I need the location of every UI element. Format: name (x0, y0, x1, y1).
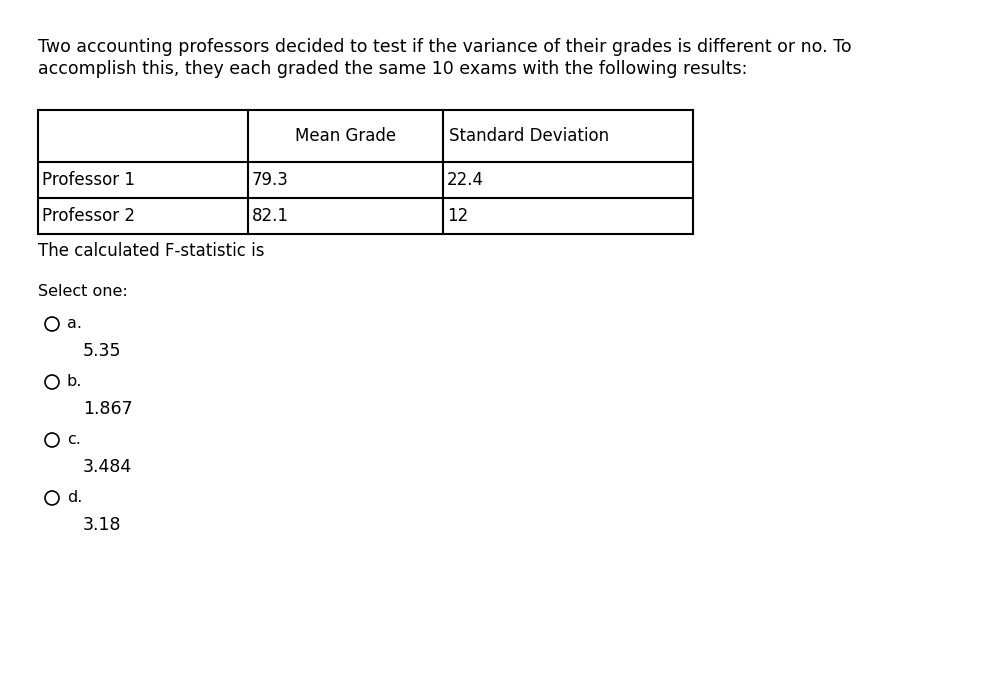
Text: Mean Grade: Mean Grade (295, 127, 395, 145)
Text: b.: b. (67, 375, 82, 390)
Text: 1.867: 1.867 (83, 400, 132, 418)
Text: 5.35: 5.35 (83, 342, 121, 360)
Text: d.: d. (67, 490, 82, 505)
Text: Select one:: Select one: (38, 284, 127, 299)
Text: Professor 1: Professor 1 (42, 171, 134, 189)
Text: a.: a. (67, 316, 82, 332)
Text: 12: 12 (446, 207, 467, 225)
Text: The calculated F-statistic is: The calculated F-statistic is (38, 242, 264, 260)
Text: 22.4: 22.4 (446, 171, 483, 189)
Text: 3.484: 3.484 (83, 458, 132, 476)
Text: 3.18: 3.18 (83, 516, 121, 534)
Text: Professor 2: Professor 2 (42, 207, 134, 225)
Text: Two accounting professors decided to test if the variance of their grades is dif: Two accounting professors decided to tes… (38, 38, 851, 56)
Text: accomplish this, they each graded the same 10 exams with the following results:: accomplish this, they each graded the sa… (38, 60, 746, 78)
Text: 79.3: 79.3 (252, 171, 289, 189)
Text: Standard Deviation: Standard Deviation (448, 127, 609, 145)
Text: c.: c. (67, 432, 81, 447)
Text: 82.1: 82.1 (252, 207, 289, 225)
